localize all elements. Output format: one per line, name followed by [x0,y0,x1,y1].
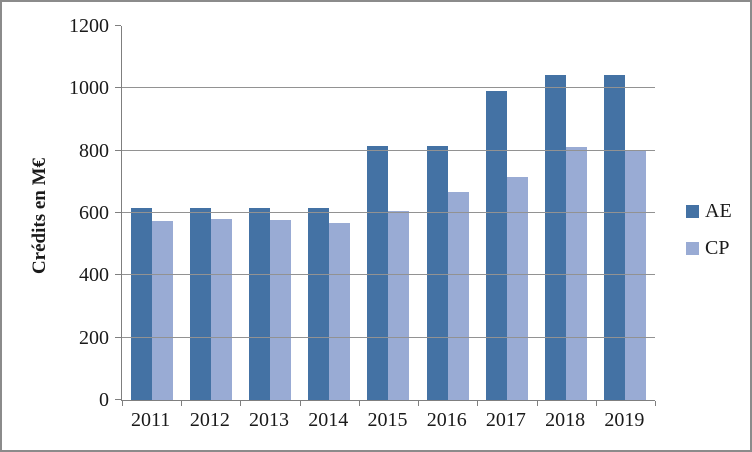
y-tick-mark-600 [115,212,121,213]
bar-groups [122,26,655,400]
bar-cp-2013 [270,219,292,400]
y-tick-label-400: 400 [79,264,109,287]
y-tick-label-0: 0 [99,389,109,411]
bar-cp-2014 [329,223,351,400]
bar-ae-2014 [308,208,330,400]
y-tick-mark-0 [115,399,121,400]
legend-entry-ae: AE [686,201,732,221]
bar-ae-2017 [485,90,507,400]
bar-group-2018 [537,26,596,400]
gridline-200 [122,336,655,338]
bar-group-2013 [240,26,299,400]
bar-cp-2012 [210,218,232,400]
x-tick-label-2014: 2014 [308,409,349,431]
bar-cp-2011 [151,220,173,400]
x-tick-mark-6 [477,401,479,406]
bar-group-2012 [181,26,240,400]
bar-cp-2017 [506,176,528,400]
legend-entry-cp: CP [686,238,732,258]
x-tick-mark-3 [299,401,301,406]
bar-group-2011 [122,26,181,400]
gridline-800 [122,149,655,151]
x-tick-mark-2 [240,401,242,406]
x-tick-label-2011: 2011 [130,409,171,431]
legend-swatch-icon [686,204,699,218]
gridline-1000 [122,87,655,89]
x-tick-mark-4 [358,401,360,406]
y-tick-label-600: 600 [79,202,109,224]
x-tick-label-2019: 2019 [604,409,645,431]
bar-ae-2018 [545,74,567,400]
bar-group-2017 [477,26,536,400]
bar-group-2015 [359,26,418,400]
bar-ae-2019 [604,74,626,400]
x-tick-mark-8 [595,401,597,406]
y-tick-label-1200: 1200 [69,15,109,37]
x-tick-mark-1 [181,401,183,406]
x-axis-tick-labels: 2011 2012 2013 2014 2015 2016 2017 2018 2019 [121,408,654,432]
y-tick-label-1000: 1000 [69,77,109,100]
x-tick-label-2016: 2016 [426,409,467,431]
x-tick-label-2012: 2012 [189,409,230,431]
y-tick-label-200: 200 [79,326,109,349]
gridline-400 [122,274,655,276]
x-tick-label-2013: 2013 [249,409,290,431]
bar-ae-2015 [367,146,389,400]
bar-group-2019 [596,26,655,400]
legend-label-ae: AE [705,200,732,222]
bar-ae-2016 [426,146,448,400]
x-tick-label-2015: 2015 [367,409,408,431]
bar-ae-2011 [130,208,152,400]
x-tick-mark-7 [536,401,538,406]
bar-group-2016 [418,26,477,400]
bar-cp-2016 [447,192,469,400]
legend: AE CP [686,201,732,275]
x-tick-label-2018: 2018 [545,409,586,431]
gridline-600 [122,212,655,213]
y-axis-tick-labels: 0 200 400 600 800 1000 1200 [2,2,109,450]
legend-label-cp: CP [705,237,730,259]
y-tick-mark-1200 [115,25,121,26]
bar-ae-2012 [189,208,211,400]
x-tick-mark-5 [418,401,420,406]
y-tick-label-800: 800 [79,139,109,162]
y-tick-mark-400 [115,274,121,276]
plot-area [115,25,656,406]
x-tick-mark-0 [122,401,123,406]
y-tick-mark-800 [115,149,121,151]
bar-ae-2013 [249,208,271,400]
y-tick-mark-1000 [115,87,121,89]
bar-cp-2015 [388,210,410,400]
legend-swatch-icon [686,241,699,255]
x-tick-mark-9 [655,401,656,406]
y-tick-mark-200 [115,336,121,338]
x-tick-label-2017: 2017 [485,409,526,431]
bar-group-2014 [300,26,359,400]
